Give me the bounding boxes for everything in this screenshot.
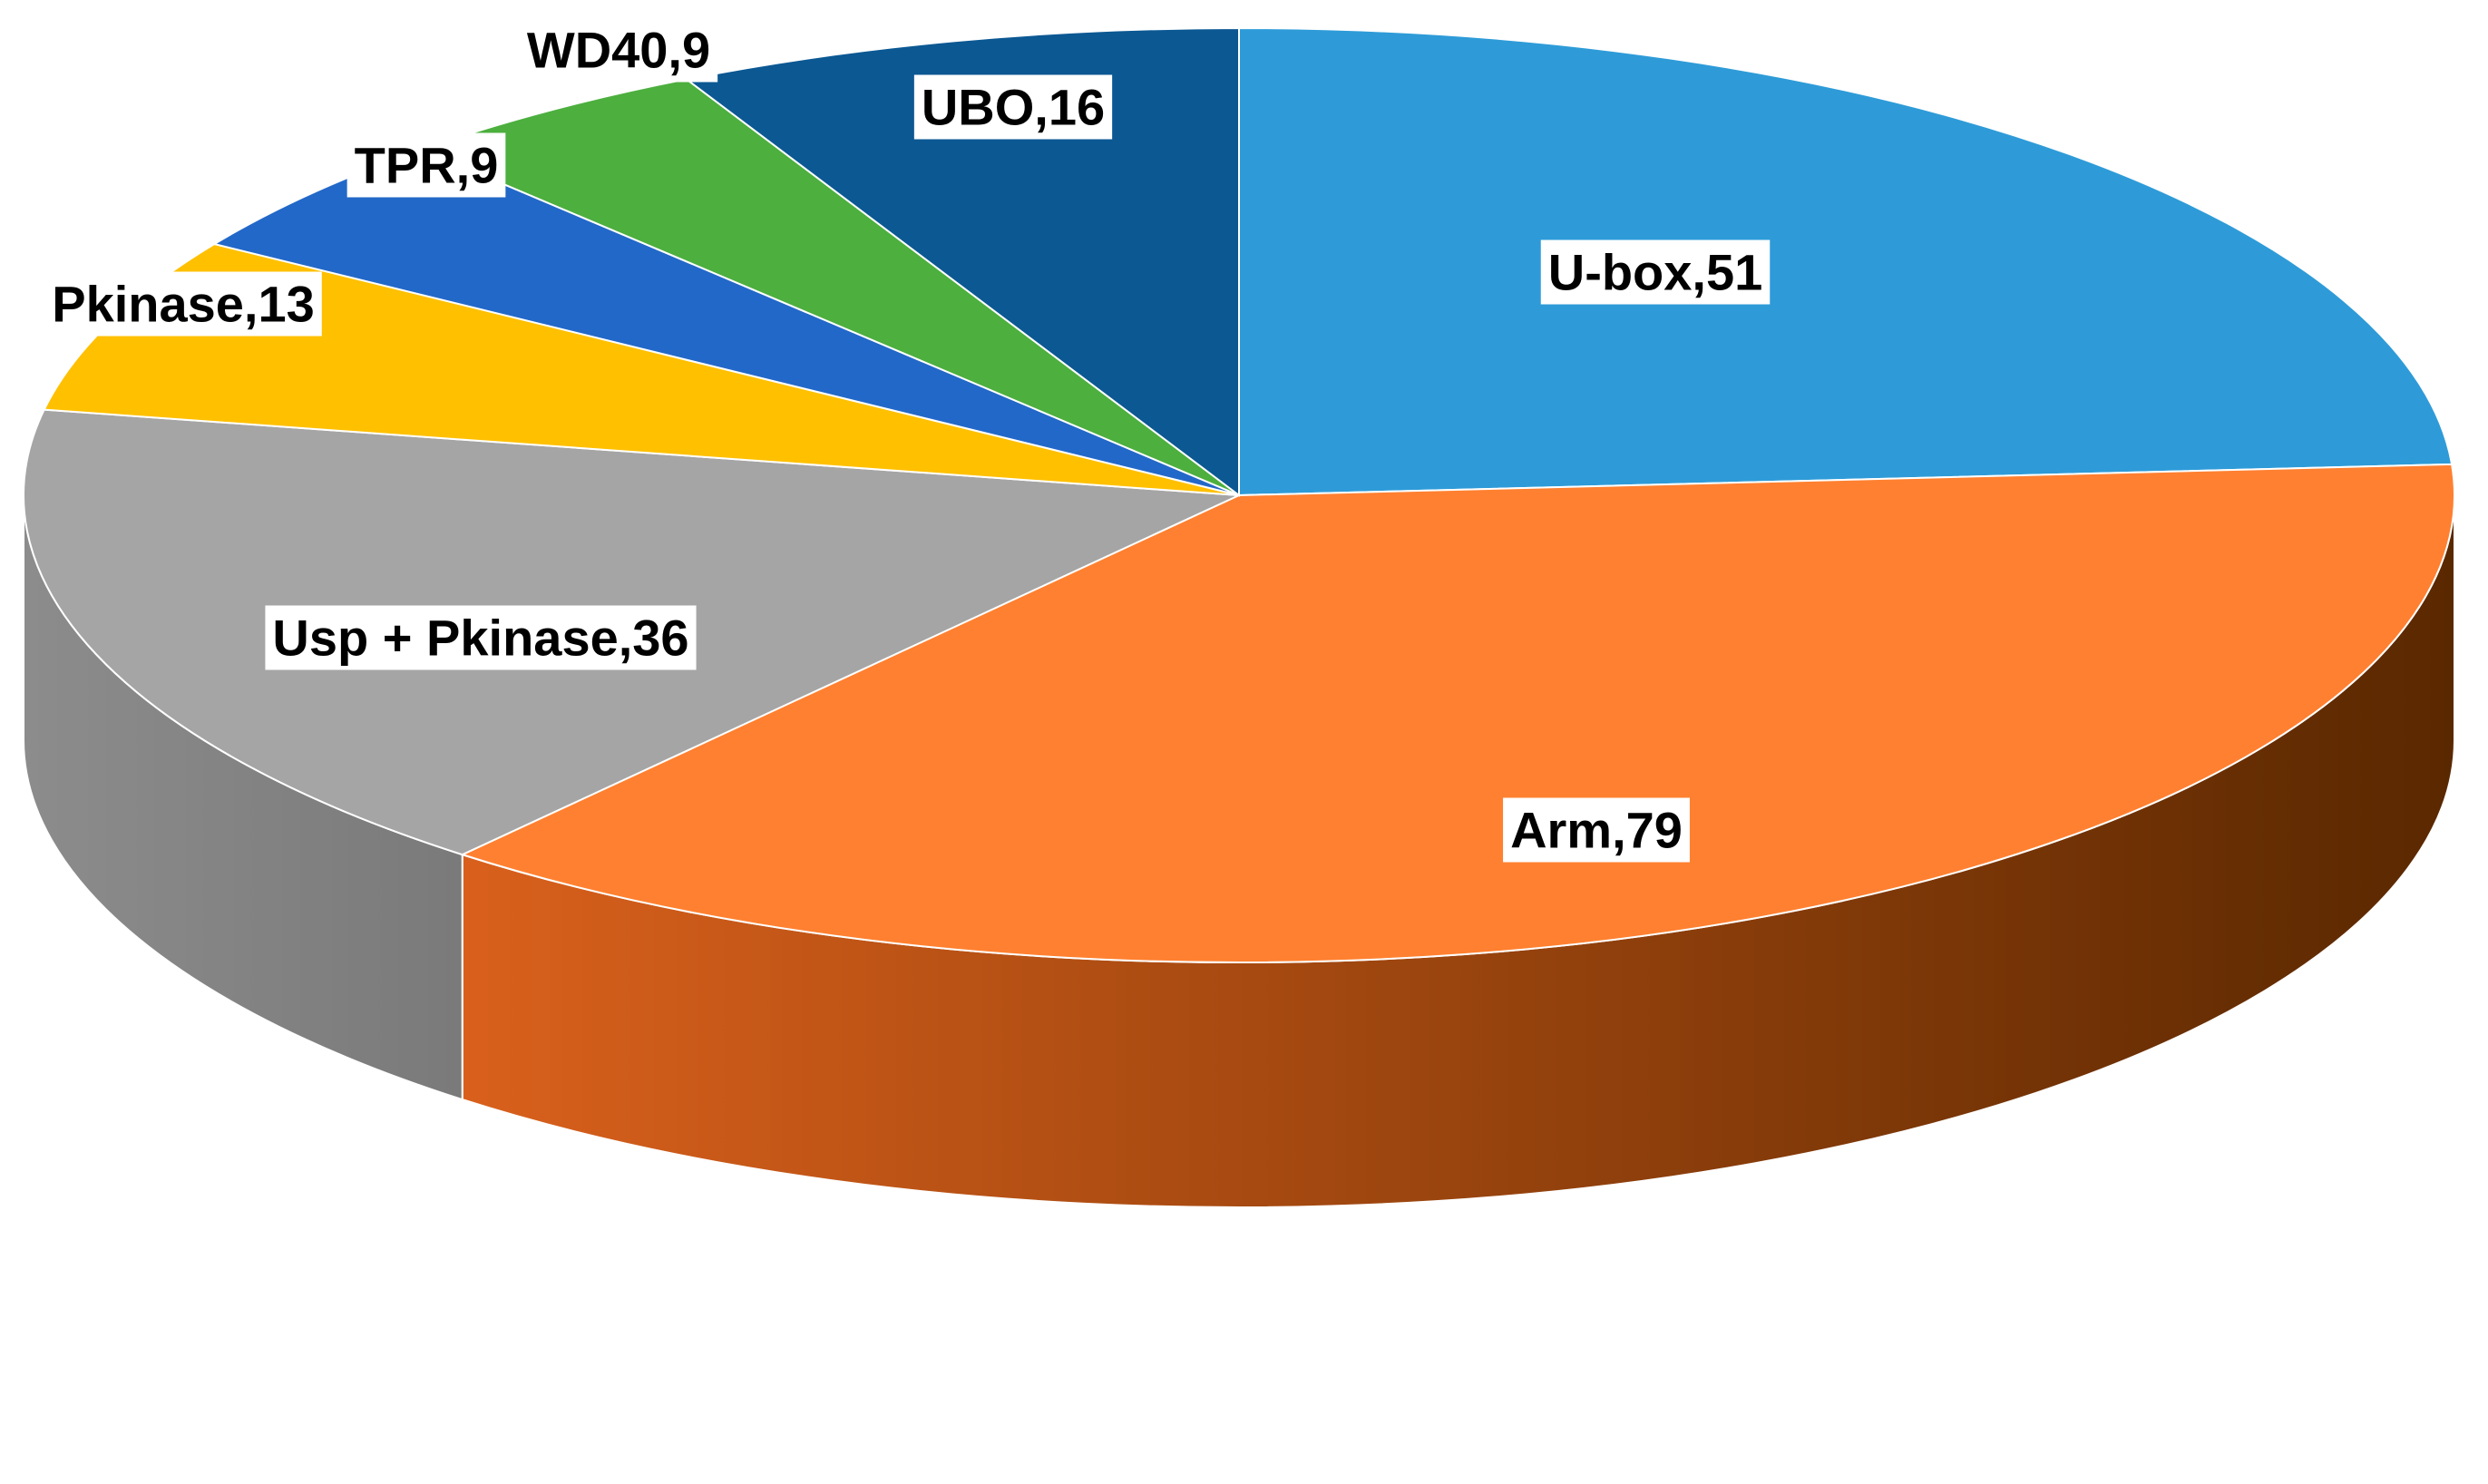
pie-label-text-arm: Arm,79 [1510,802,1683,859]
pie-label-text-ubo: UBO,16 [922,79,1105,136]
pie-label-text-u-box: U-box,51 [1548,244,1763,301]
pie-label-wd40: WD40,9 [519,17,718,83]
pie-label-box-ubo [913,74,1113,140]
pie-slices [23,26,2455,963]
pie-label-pkinase: Pkinase,13 [44,271,322,337]
pie-label-text-tpr: TPR,9 [355,137,499,194]
pie-slice-ubo [684,26,1240,498]
pie-label-box-tpr [346,132,506,198]
pie-label-box-u-box [1540,239,1771,305]
pie-labels: U-box,51 Arm,79 Usp + Pkinase,36 Pkinase,13… [44,17,1771,863]
pie-label-usp-pkinase: Usp + Pkinase,36 [265,605,697,670]
pie-label-box-arm [1503,797,1690,863]
pie-label-box-pkinase [44,271,322,337]
pie-label-box-wd40 [519,17,718,83]
pie-label-arm: Arm,79 [1503,797,1690,863]
pie-label-text-pkinase: Pkinase,13 [52,276,315,333]
pie-label-text-usp-pkinase: Usp + Pkinase,36 [272,610,688,667]
pie-label-box-usp-pkinase [265,605,697,670]
pie-label-u-box: U-box,51 [1540,239,1771,305]
pie-label-text-wd40: WD40,9 [527,22,710,79]
pie-slice-arm [459,463,2455,963]
pie-label-tpr: TPR,9 [346,132,506,198]
pie-slice-u-box [1238,26,2454,497]
pie-label-ubo: UBO,16 [913,74,1113,140]
